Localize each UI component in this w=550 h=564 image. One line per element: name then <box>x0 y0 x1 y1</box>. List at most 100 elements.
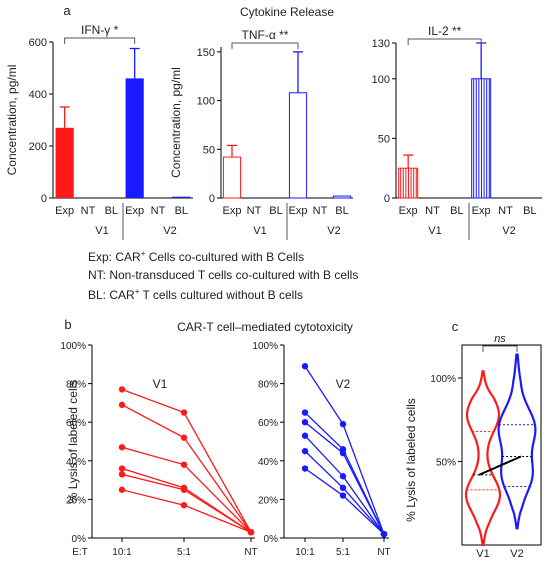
group-label-v2: V2 <box>163 225 176 237</box>
x-tick-label: NT <box>498 205 513 217</box>
bar <box>172 196 191 198</box>
bar <box>55 127 74 198</box>
y-tick-label: 100 <box>197 96 215 108</box>
significance-bracket <box>482 345 518 352</box>
series-line <box>304 412 385 535</box>
data-point <box>339 492 347 499</box>
y-tick-label: 400 <box>29 89 47 101</box>
bar <box>332 195 352 199</box>
y-tick-label: 40% <box>66 457 86 468</box>
x-tick-label: V2 <box>510 548 523 560</box>
data-point <box>301 432 309 439</box>
median-connector <box>478 455 522 476</box>
y-tick-label: 130 <box>372 38 390 50</box>
y-tick-label: 0 <box>41 193 47 205</box>
y-tick-label: 0% <box>72 534 87 545</box>
data-point <box>339 484 347 492</box>
legend-exp-sup: + <box>140 249 146 258</box>
x-tick-label: Exp <box>125 205 144 217</box>
panel-b-title: CAR-T cell–mediated cytotoxicity <box>177 320 353 334</box>
y-tick-label: 100 <box>372 74 390 86</box>
x-tick-label: 10:1 <box>295 547 315 558</box>
x-tick-label: BL <box>105 205 118 217</box>
violin-shape <box>497 353 537 530</box>
x-tick-label: Exp <box>399 205 418 217</box>
data-point <box>301 363 309 370</box>
x-tick-label: NT <box>244 547 257 558</box>
data-point <box>180 409 188 416</box>
data-point <box>180 434 188 441</box>
x-tick-label: BL <box>450 205 463 217</box>
series-line <box>121 467 252 533</box>
bar <box>288 92 308 199</box>
data-point <box>301 447 309 455</box>
significance-bracket <box>64 37 136 44</box>
x-tick-label: Exp <box>223 205 242 217</box>
data-point <box>247 529 255 536</box>
y-tick-label: 150 <box>197 47 215 59</box>
group-label-v2: V2 <box>502 225 515 237</box>
data-point <box>339 473 347 480</box>
x-tick-label: BL <box>523 205 536 217</box>
x-tick-label: V1 <box>476 548 489 560</box>
legend-nt-text: NT: Non-transduced T cells co-cultured w… <box>88 268 359 282</box>
data-point <box>118 386 126 393</box>
x-tick-label: 10:1 <box>112 547 132 558</box>
x-tick-label: NT <box>425 205 440 217</box>
data-point <box>301 409 309 416</box>
legend-bl-text: BL: CAR <box>88 288 135 302</box>
y-tick-label: 0 <box>384 193 390 205</box>
x-tick-label: NT <box>377 547 390 558</box>
data-point <box>180 501 188 509</box>
legend-line-bl: BL: CAR+ T cells cultured without B cell… <box>88 287 303 302</box>
group-label-v2: V2 <box>327 225 340 237</box>
y-tick-label: 60% <box>66 418 86 429</box>
x-tick-label: 5:1 <box>177 547 191 558</box>
data-point <box>301 465 309 472</box>
violin-shape <box>464 370 502 547</box>
y-tick-label: 200 <box>29 141 47 153</box>
bar <box>222 156 242 199</box>
y-tick-label: 40% <box>258 457 278 468</box>
y-tick-label: 60% <box>258 418 278 429</box>
data-point <box>118 401 126 409</box>
group-label-v1: V1 <box>428 225 441 237</box>
y-tick-label: 100% <box>430 374 456 385</box>
data-point <box>180 461 188 468</box>
chart-title: IL-2 ** <box>428 24 462 38</box>
significance-label: ns <box>494 333 506 345</box>
series-line <box>304 450 385 535</box>
x-tick-label: NT <box>81 205 96 217</box>
data-point <box>380 530 388 538</box>
chart-title: TNF-α ** <box>242 28 289 42</box>
y-tick-label: 100% <box>252 341 278 352</box>
data-point <box>180 486 188 493</box>
group-label-v1: V1 <box>253 225 266 237</box>
x-tick-label: BL <box>269 205 282 217</box>
significance-bracket <box>407 38 482 45</box>
y-tick-label: 50 <box>203 144 215 156</box>
legend-bl-text-end: T cells cultured without B cells <box>139 288 303 302</box>
y-tick-label: 0 <box>209 193 215 205</box>
y-tick-label: 80% <box>258 380 278 391</box>
x-tick-label: 5:1 <box>336 547 350 558</box>
panel-label-c: c <box>452 319 459 334</box>
x-tick-label: BL <box>335 205 348 217</box>
y-tick-label: 50 <box>378 133 390 145</box>
y-tick-label: 20% <box>66 495 86 506</box>
y-axis-label: % Lysis of labeled cells <box>66 380 80 504</box>
panel-a-title: Cytokine Release <box>240 5 334 19</box>
x-tick-label: NT <box>247 205 262 217</box>
y-axis-label: Concentration, pg/ml <box>5 65 19 176</box>
significance-bracket <box>231 42 299 49</box>
line-panel-title: V2 <box>336 377 351 391</box>
x-axis-prefix: E:T <box>72 547 88 558</box>
plot-frame <box>461 344 542 546</box>
legend-line-exp: Exp: CAR+ Cells co-cultured with B Cells <box>88 249 304 264</box>
y-axis-label: Concentration, pg/ml <box>169 67 183 178</box>
data-point <box>118 486 126 493</box>
legend-exp-text: Exp: CAR <box>88 250 141 264</box>
legend-exp-text-end: Cells co-cultured with B Cells <box>145 250 305 264</box>
legend-bl-sup: + <box>134 287 140 296</box>
x-tick-label: NT <box>313 205 328 217</box>
